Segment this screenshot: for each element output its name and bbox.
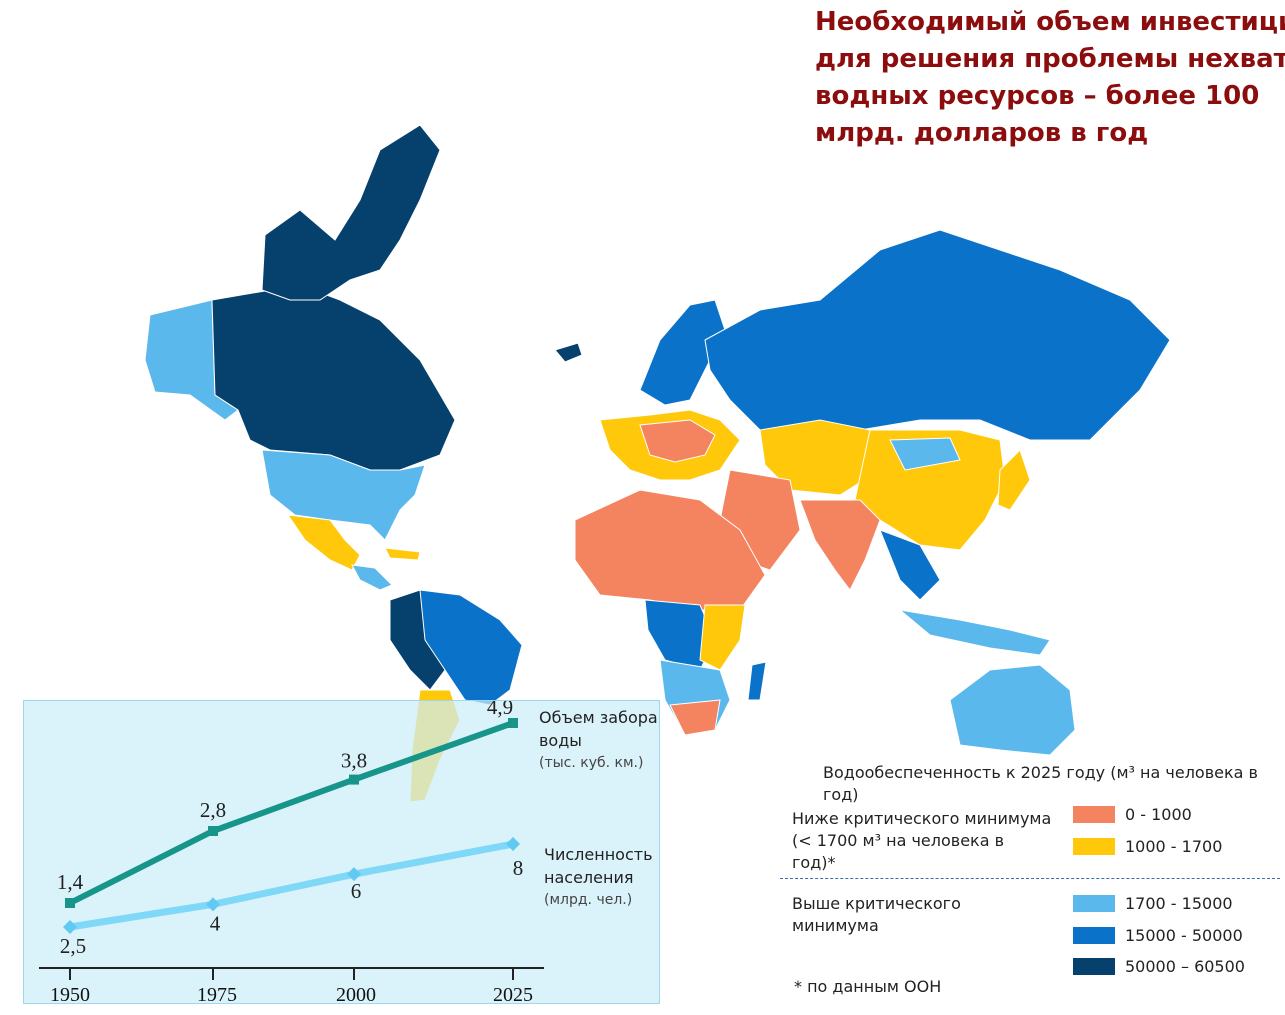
x-tick-label: 2000 xyxy=(336,984,376,1005)
region-australia xyxy=(949,664,1076,756)
legend-divider xyxy=(780,878,1280,879)
series-line-1 xyxy=(69,840,514,931)
data-point-0-2 xyxy=(349,774,359,785)
region-caribbean xyxy=(384,547,421,561)
legend-footnote: * по данным ООН xyxy=(794,977,942,996)
continent-australia xyxy=(949,664,1076,756)
map-legend: Водообеспеченность к 2025 году (м³ на че… xyxy=(780,760,1280,1010)
region-central-america xyxy=(351,564,393,591)
region-madagascar xyxy=(747,661,767,701)
legend-range-label: 1000 - 1700 xyxy=(1125,837,1223,856)
value-label-population: 2,5 xyxy=(60,934,86,958)
title-line: млрд. долларов в год xyxy=(815,118,1149,148)
region-mongolia xyxy=(889,437,961,471)
region-canadian-arctic xyxy=(261,124,441,301)
series-name: Объем забора воды xyxy=(539,708,658,750)
region-usa xyxy=(261,449,426,541)
value-label-withdrawal: 3,8 xyxy=(341,749,367,773)
series-label-withdrawal: Объем забора воды (тыс. куб. км.) xyxy=(539,706,659,774)
value-label-population: 4 xyxy=(210,911,221,935)
region-east-africa xyxy=(699,604,746,671)
region-southeast-asia xyxy=(879,529,941,601)
legend-range-label: 0 - 1000 xyxy=(1125,805,1192,824)
data-point-0-0 xyxy=(65,898,75,908)
region-india xyxy=(799,499,881,591)
line-chart: 1950 1975 2000 2025 1,4 2,8 3,8 4,9 2,5 … xyxy=(39,701,544,1005)
series-name: Численность населения xyxy=(544,845,653,887)
continent-north-america xyxy=(144,124,583,591)
region-south-africa xyxy=(669,699,721,736)
data-point-1-2 xyxy=(347,867,361,882)
value-label-withdrawal: 4,9 xyxy=(487,701,513,719)
region-canada xyxy=(211,284,456,471)
legend-swatch xyxy=(1073,927,1115,944)
series-layer xyxy=(63,718,520,934)
data-point-1-1 xyxy=(206,897,220,912)
region-mexico xyxy=(286,514,361,571)
series-line-0 xyxy=(68,720,515,906)
continent-africa xyxy=(574,489,767,736)
region-japan xyxy=(997,449,1031,511)
data-point-1-0 xyxy=(63,920,77,934)
x-tick-label: 1950 xyxy=(50,984,90,1005)
legend-range-label: 1700 - 15000 xyxy=(1125,894,1233,913)
region-central-europe xyxy=(639,419,716,463)
title-line: для решения проблемы нехватки xyxy=(815,44,1285,74)
legend-group-above: Выше критического минимума xyxy=(792,894,961,935)
data-point-1-3 xyxy=(506,837,520,851)
title-line: Необходимый объем инвестиций xyxy=(815,7,1285,37)
data-point-0-1 xyxy=(208,826,218,836)
x-tick-label: 2025 xyxy=(493,984,533,1005)
x-tick-label: 1975 xyxy=(197,984,237,1005)
legend-group-below: Ниже критического минимума (< 1700 м³ на… xyxy=(792,809,1052,872)
region-brazil xyxy=(419,589,523,706)
continent-asia xyxy=(704,229,1171,656)
value-label-withdrawal: 2,8 xyxy=(200,798,226,822)
region-colombia-peru xyxy=(389,589,446,691)
legend-swatch xyxy=(1073,958,1115,975)
series-label-population: Численность населения (млрд. чел.) xyxy=(544,843,659,911)
legend-title: Водообеспеченность к 2025 году (м³ на че… xyxy=(823,763,1258,804)
region-russia xyxy=(704,229,1171,441)
series-unit: (млрд. чел.) xyxy=(544,892,633,908)
series-unit: (тыс. куб. км.) xyxy=(539,755,644,771)
data-point-0-3 xyxy=(508,718,518,728)
legend-swatch xyxy=(1073,838,1115,855)
region-indonesia xyxy=(898,609,1051,656)
title-line: водных ресурсов – более 100 xyxy=(815,81,1260,111)
page-title: Необходимый объем инвестиций для решения… xyxy=(815,4,1285,152)
legend-range-label: 15000 - 50000 xyxy=(1125,926,1243,945)
value-label-population: 6 xyxy=(351,879,362,903)
legend-range-label: 50000 – 60500 xyxy=(1125,957,1245,976)
value-label-population: 8 xyxy=(513,856,524,880)
legend-swatch xyxy=(1073,895,1115,912)
value-label-withdrawal: 1,4 xyxy=(57,870,84,894)
chart-panel: 1950 1975 2000 2025 1,4 2,8 3,8 4,9 2,5 … xyxy=(23,700,660,1005)
region-greenland xyxy=(554,342,583,363)
continent-europe xyxy=(599,299,741,481)
legend-swatch xyxy=(1073,806,1115,823)
